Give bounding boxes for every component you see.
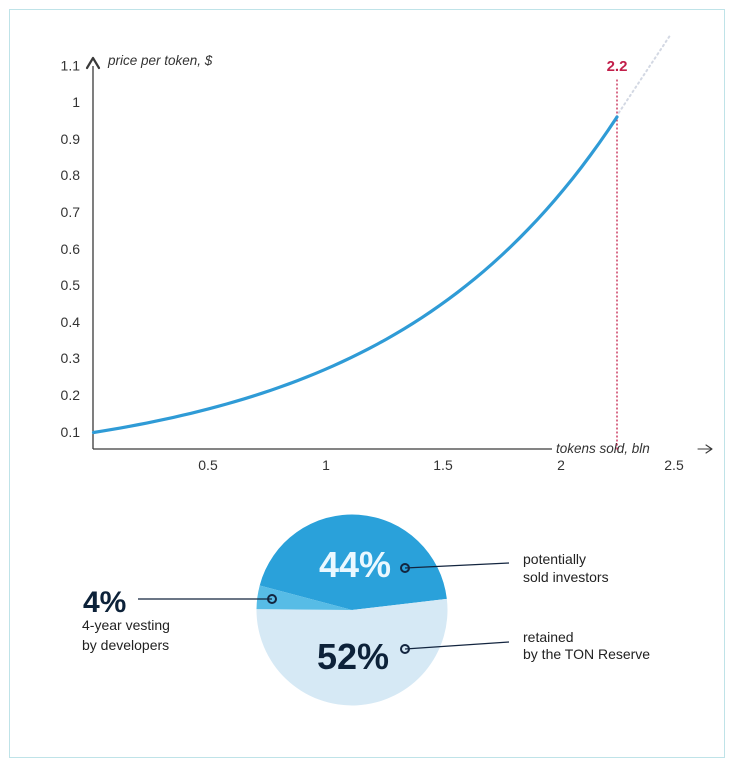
- svg-text:44%: 44%: [319, 544, 391, 585]
- svg-text:sold investors: sold investors: [523, 569, 609, 585]
- svg-text:1: 1: [322, 457, 330, 473]
- svg-text:0.5: 0.5: [61, 277, 81, 293]
- svg-text:4%: 4%: [83, 586, 126, 619]
- svg-text:0.2: 0.2: [61, 387, 81, 403]
- svg-text:1.5: 1.5: [433, 457, 453, 473]
- svg-text:4-year vesting: 4-year vesting: [82, 617, 170, 633]
- svg-text:by developers: by developers: [82, 637, 169, 653]
- svg-text:2.5: 2.5: [664, 457, 684, 473]
- svg-text:0.8: 0.8: [61, 167, 81, 183]
- svg-text:52%: 52%: [317, 636, 389, 677]
- svg-text:price per token, $: price per token, $: [107, 53, 213, 68]
- svg-text:2: 2: [557, 457, 565, 473]
- svg-text:0.7: 0.7: [61, 204, 81, 220]
- svg-text:potentially: potentially: [523, 551, 586, 567]
- svg-text:0.9: 0.9: [61, 131, 81, 147]
- svg-text:1: 1: [72, 94, 80, 110]
- svg-text:by the TON Reserve: by the TON Reserve: [523, 646, 650, 662]
- svg-text:tokens sold, bln: tokens sold, bln: [556, 441, 650, 456]
- svg-text:0.1: 0.1: [61, 424, 81, 440]
- svg-text:0.3: 0.3: [61, 350, 81, 366]
- svg-text:2.2: 2.2: [607, 58, 628, 75]
- svg-text:0.6: 0.6: [61, 241, 81, 257]
- svg-text:1.1: 1.1: [61, 58, 81, 74]
- svg-text:retained: retained: [523, 629, 574, 645]
- svg-text:0.4: 0.4: [61, 314, 81, 330]
- svg-text:0.5: 0.5: [198, 457, 218, 473]
